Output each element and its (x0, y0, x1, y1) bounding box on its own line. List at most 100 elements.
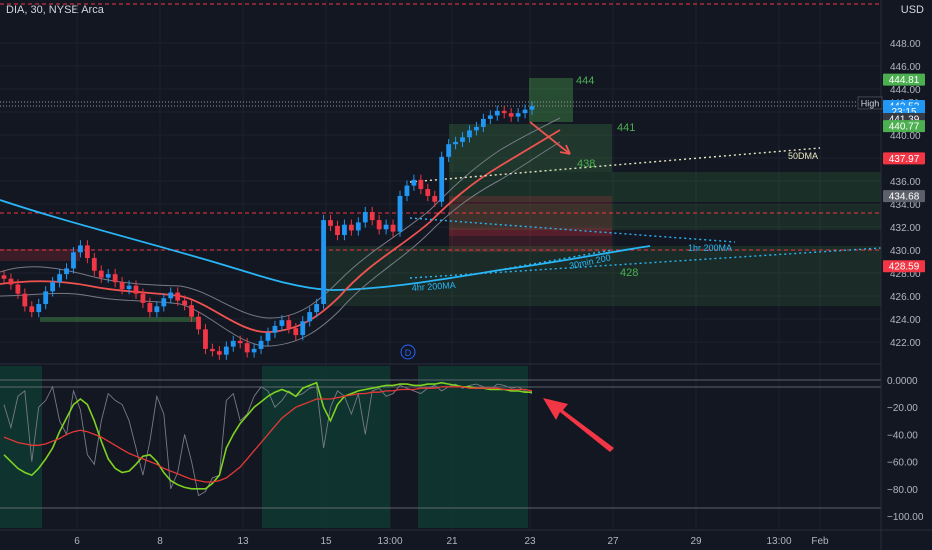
price-badge-text: 428.59 (889, 262, 920, 273)
candle-body (22, 293, 28, 307)
osc-tick: −40.00 (887, 430, 918, 441)
osc-tick: 0.0000 (887, 376, 918, 387)
moving-averages (0, 117, 651, 347)
oscillator-pane (0, 363, 881, 528)
ma-band-upper (0, 117, 561, 319)
label-4hr-200ma: 4hr 200MA (411, 280, 456, 293)
candle-body (300, 321, 306, 336)
candle-body (147, 302, 153, 313)
candle-body (84, 245, 90, 259)
candle-body (494, 110, 500, 116)
candle-body (244, 343, 250, 353)
candle-body (251, 348, 257, 353)
level-label-441: 441 (617, 122, 635, 134)
candle-body (210, 348, 215, 352)
time-tick: 13 (237, 536, 249, 547)
candle-body (286, 320, 292, 329)
candle-body (154, 306, 160, 313)
arrow-osc (543, 398, 614, 452)
osc-tick: −60.00 (887, 458, 918, 469)
candle-body (203, 329, 208, 349)
candle-body (237, 340, 243, 344)
candle-body (342, 224, 347, 236)
price-badge-text: 441.39 (889, 115, 920, 126)
price-badge-text: 23:15 (891, 107, 916, 118)
zone-428-a (326, 246, 881, 306)
price-badge (883, 120, 925, 133)
candle-body (168, 292, 174, 299)
candle-body (258, 340, 264, 349)
ma-red (0, 129, 561, 333)
candle-body (196, 316, 201, 330)
candle-body (376, 220, 382, 230)
badge-tag (857, 96, 883, 110)
candle-body (314, 304, 320, 313)
currency-label[interactable]: USD (900, 4, 924, 16)
price-tick: 444.00 (890, 85, 921, 96)
osc-series-1 (3, 383, 533, 497)
candle-body (404, 185, 410, 196)
candle-body (43, 291, 49, 305)
dividend-label: D (405, 348, 412, 358)
time-tick: 29 (690, 536, 702, 547)
candle-body (321, 220, 326, 305)
candle-body (383, 224, 389, 230)
price-tick: 426.00 (890, 292, 921, 303)
candle-body (78, 245, 83, 253)
osc-series-2 (3, 381, 532, 490)
candle-body (446, 144, 452, 157)
candle-body (439, 156, 445, 202)
candle-body (140, 293, 146, 303)
label-50dma: 50DMA (788, 151, 818, 161)
osc-zone-c (418, 366, 528, 528)
candle-body (279, 320, 285, 326)
candle-body (126, 285, 132, 290)
candle-body (98, 270, 104, 278)
price-badge (883, 73, 925, 86)
osc-zone-a (0, 366, 42, 528)
trend-30min (469, 249, 613, 276)
candle-body (480, 118, 486, 127)
price-tick: 430.00 (890, 246, 921, 257)
candle-body (265, 332, 271, 341)
price-tick: 424.00 (890, 315, 921, 326)
candle-body (8, 278, 14, 285)
candles (1, 101, 535, 360)
candle-body (216, 351, 222, 355)
zone-red-a (449, 196, 612, 236)
osc-tick: −80.00 (887, 485, 918, 496)
zone-green-left (40, 317, 200, 322)
candle-body (161, 298, 167, 307)
candle-body (272, 325, 278, 333)
time-tick: 23 (524, 536, 536, 547)
candle-body (29, 306, 35, 313)
candle-body (355, 222, 361, 231)
candle-body (487, 115, 493, 119)
price-badge-text: 444.81 (889, 75, 920, 86)
candle-body (133, 285, 139, 294)
zone-438-a (449, 172, 881, 202)
osc-series-3 (3, 386, 533, 483)
candle-body (15, 284, 21, 294)
price-axis[interactable]: 448.00446.00444.00442.00440.00438.00436.… (890, 39, 921, 349)
oscillator-axis[interactable]: 0.0000 −20.00 −40.00 −60.00 −80.00 −100.00 (887, 376, 924, 523)
candle-body (467, 130, 472, 138)
time-axis[interactable]: 6 8 13 15 13:00 21 23 27 29 13:00 Feb (74, 536, 829, 547)
candle-body (425, 189, 431, 196)
candle-body (397, 195, 403, 232)
candle-body (390, 224, 396, 232)
osc-tick: −20.00 (887, 403, 918, 414)
candle-body (508, 113, 514, 117)
dividend-marker[interactable]: D (400, 344, 416, 360)
time-tick: 15 (320, 536, 332, 547)
candle-body (369, 212, 375, 221)
candle-body (230, 340, 236, 347)
candle-body (293, 328, 299, 336)
candle-body (307, 312, 313, 322)
candle-body (515, 113, 521, 117)
symbol-header: DIA, 30, NYSE Arca (6, 4, 104, 16)
time-tick: 13:00 (766, 536, 791, 547)
candle-body (529, 106, 535, 110)
price-badge-text: 434.68 (889, 192, 920, 203)
